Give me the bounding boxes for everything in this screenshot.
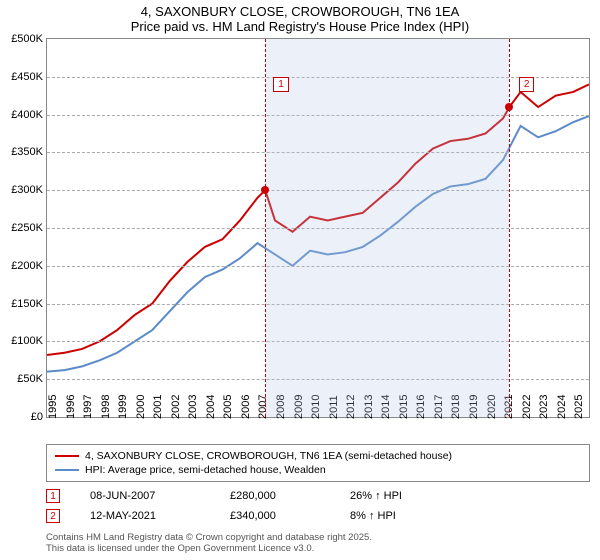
y-tick-label: £100K bbox=[1, 335, 43, 347]
shaded-region bbox=[265, 39, 509, 417]
y-tick-label: £400K bbox=[1, 109, 43, 121]
y-tick-label: £150K bbox=[1, 298, 43, 310]
y-tick-label: £450K bbox=[1, 71, 43, 83]
x-tick-label: 2023 bbox=[538, 395, 550, 419]
x-tick-label: 1999 bbox=[117, 395, 129, 419]
y-tick-label: £200K bbox=[1, 260, 43, 272]
marker-row: 2 12-MAY-2021 £340,000 8% ↑ HPI bbox=[46, 506, 590, 526]
x-tick-label: 1998 bbox=[100, 395, 112, 419]
chart-title-1: 4, SAXONBURY CLOSE, CROWBOROUGH, TN6 1EA bbox=[0, 0, 600, 19]
marker-dot bbox=[261, 186, 269, 194]
x-tick-label: 2001 bbox=[152, 395, 164, 419]
annotation-box: 1 bbox=[273, 77, 289, 92]
marker-vline bbox=[509, 39, 510, 417]
x-tick-label: 1996 bbox=[65, 395, 77, 419]
legend-label: 4, SAXONBURY CLOSE, CROWBOROUGH, TN6 1EA… bbox=[85, 450, 452, 462]
price-chart: £0£50K£100K£150K£200K£250K£300K£350K£400… bbox=[46, 38, 590, 418]
x-tick-label: 1995 bbox=[47, 395, 59, 419]
x-tick-label: 2005 bbox=[222, 395, 234, 419]
y-tick-label: £300K bbox=[1, 184, 43, 196]
x-tick-label: 2006 bbox=[240, 395, 252, 419]
legend-label: HPI: Average price, semi-detached house,… bbox=[85, 464, 326, 476]
y-tick-label: £0 bbox=[1, 411, 43, 423]
marker-number-box: 2 bbox=[46, 509, 60, 523]
marker-number-box: 1 bbox=[46, 489, 60, 503]
marker-delta: 8% ↑ HPI bbox=[350, 510, 396, 522]
marker-date: 08-JUN-2007 bbox=[90, 490, 200, 502]
marker-price: £280,000 bbox=[230, 490, 320, 502]
marker-row: 1 08-JUN-2007 £280,000 26% ↑ HPI bbox=[46, 486, 590, 506]
x-tick-label: 2002 bbox=[170, 395, 182, 419]
marker-price: £340,000 bbox=[230, 510, 320, 522]
chart-title-2: Price paid vs. HM Land Registry's House … bbox=[0, 19, 600, 38]
legend-item: 4, SAXONBURY CLOSE, CROWBOROUGH, TN6 1EA… bbox=[55, 449, 581, 463]
x-tick-label: 2004 bbox=[205, 395, 217, 419]
y-tick-label: £250K bbox=[1, 222, 43, 234]
legend: 4, SAXONBURY CLOSE, CROWBOROUGH, TN6 1EA… bbox=[46, 444, 590, 482]
legend-swatch bbox=[55, 469, 79, 471]
x-tick-label: 2000 bbox=[135, 395, 147, 419]
marker-date: 12-MAY-2021 bbox=[90, 510, 200, 522]
legend-swatch bbox=[55, 455, 79, 457]
footer-line-1: Contains HM Land Registry data © Crown c… bbox=[46, 532, 590, 543]
x-tick-label: 2025 bbox=[573, 395, 585, 419]
footer: Contains HM Land Registry data © Crown c… bbox=[46, 532, 590, 554]
y-tick-label: £500K bbox=[1, 33, 43, 45]
footer-line-2: This data is licensed under the Open Gov… bbox=[46, 543, 590, 554]
legend-item: HPI: Average price, semi-detached house,… bbox=[55, 463, 581, 477]
x-tick-label: 2003 bbox=[187, 395, 199, 419]
marker-delta: 26% ↑ HPI bbox=[350, 490, 402, 502]
x-tick-label: 2022 bbox=[521, 395, 533, 419]
annotation-box: 2 bbox=[519, 77, 535, 92]
y-tick-label: £50K bbox=[1, 373, 43, 385]
y-tick-label: £350K bbox=[1, 146, 43, 158]
marker-dot bbox=[505, 103, 513, 111]
x-tick-label: 1997 bbox=[82, 395, 94, 419]
marker-table: 1 08-JUN-2007 £280,000 26% ↑ HPI 2 12-MAY-202… bbox=[46, 486, 590, 526]
x-tick-label: 2024 bbox=[556, 395, 568, 419]
marker-vline bbox=[265, 39, 266, 417]
